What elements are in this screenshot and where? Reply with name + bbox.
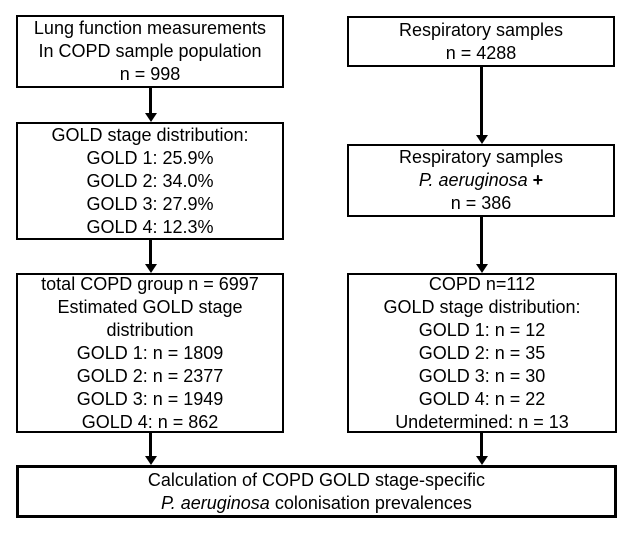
- down-arrow-copdcounts-to-calculation: [475, 433, 488, 465]
- arrow-head-icon: [144, 264, 157, 273]
- box-line: GOLD 3: n = 1949: [76, 388, 224, 409]
- box-line: n = 998: [119, 64, 181, 84]
- box-line: distribution: [106, 319, 194, 340]
- box-line: GOLD 1: 25.9%: [86, 147, 214, 168]
- box-lung-function-measurements: Lung function measurements In COPD sampl…: [16, 15, 284, 88]
- box-line: Estimated GOLD stage: [57, 296, 243, 317]
- arrow-head-icon: [475, 135, 488, 144]
- arrow-stem: [149, 433, 152, 456]
- box-line: GOLD 4: n = 22: [418, 388, 546, 409]
- box-copd-gold-stage-counts: COPD n=112 GOLD stage distribution: GOLD…: [347, 273, 617, 433]
- arrow-head-icon: [475, 456, 488, 465]
- box-line: GOLD stage distribution:: [383, 296, 581, 317]
- box-line: GOLD 1: n = 12: [418, 319, 546, 340]
- down-arrow-goldpct-to-totalcopd: [144, 240, 157, 273]
- box-line: Calculation of COPD GOLD stage-specific: [147, 469, 486, 490]
- box-line: n = 386: [450, 193, 512, 213]
- box-line: n = 4288: [445, 42, 517, 63]
- box-respiratory-samples-pa-positive: Respiratory samples P. aeruginosa + n = …: [347, 144, 615, 217]
- box-line: GOLD 3: 27.9%: [86, 193, 214, 214]
- box-line: GOLD 4: 12.3%: [86, 216, 214, 237]
- arrow-head-icon: [475, 264, 488, 273]
- box-gold-stage-distribution-percent: GOLD stage distribution: GOLD 1: 25.9% G…: [16, 122, 284, 240]
- plus-sign: +: [527, 170, 544, 190]
- box-line-species: P. aeruginosa +: [419, 169, 543, 192]
- box-calculation-prevalences: Calculation of COPD GOLD stage-specific …: [16, 465, 617, 518]
- box-line-rest: colonisation prevalences: [269, 492, 472, 513]
- box-line: GOLD 2: n = 2377: [76, 365, 224, 386]
- box-line: GOLD 3: n = 30: [418, 365, 546, 386]
- box-line: Respiratory samples: [398, 19, 564, 40]
- arrow-stem: [480, 217, 483, 264]
- box-line: GOLD 1: n = 1809: [76, 342, 224, 363]
- arrow-stem: [149, 240, 152, 264]
- box-line: In COPD sample population: [38, 41, 262, 61]
- arrow-head-icon: [144, 113, 157, 122]
- box-line: COPD n=112: [428, 273, 536, 294]
- box-line: Lung function measurements: [33, 18, 267, 38]
- box-line: GOLD 4: n = 862: [81, 411, 219, 432]
- species-name-italic: P. aeruginosa: [418, 170, 528, 190]
- box-respiratory-samples: Respiratory samples n = 4288: [347, 16, 615, 67]
- arrow-head-icon: [144, 456, 157, 465]
- species-name-italic: P. aeruginosa: [161, 492, 270, 513]
- box-line-species: P. aeruginosa colonisation prevalences: [161, 492, 472, 515]
- down-arrow-totalcopd-to-calculation: [144, 433, 157, 465]
- box-line: total COPD group n = 6997: [41, 273, 259, 294]
- box-line: Respiratory samples: [398, 147, 564, 167]
- box-line: GOLD stage distribution:: [51, 124, 249, 145]
- arrow-stem: [480, 67, 483, 135]
- down-arrow-respsamples-to-papositive: [475, 67, 488, 144]
- arrow-stem: [480, 433, 483, 456]
- arrow-stem: [149, 88, 152, 113]
- box-line: GOLD 2: n = 35: [418, 342, 546, 363]
- box-total-copd-group: total COPD group n = 6997 Estimated GOLD…: [16, 273, 284, 433]
- down-arrow-lung-to-goldpct: [144, 88, 157, 122]
- box-line: GOLD 2: 34.0%: [86, 170, 214, 191]
- box-line: Undetermined: n = 13: [395, 411, 569, 432]
- down-arrow-papositive-to-copdcounts: [475, 217, 488, 273]
